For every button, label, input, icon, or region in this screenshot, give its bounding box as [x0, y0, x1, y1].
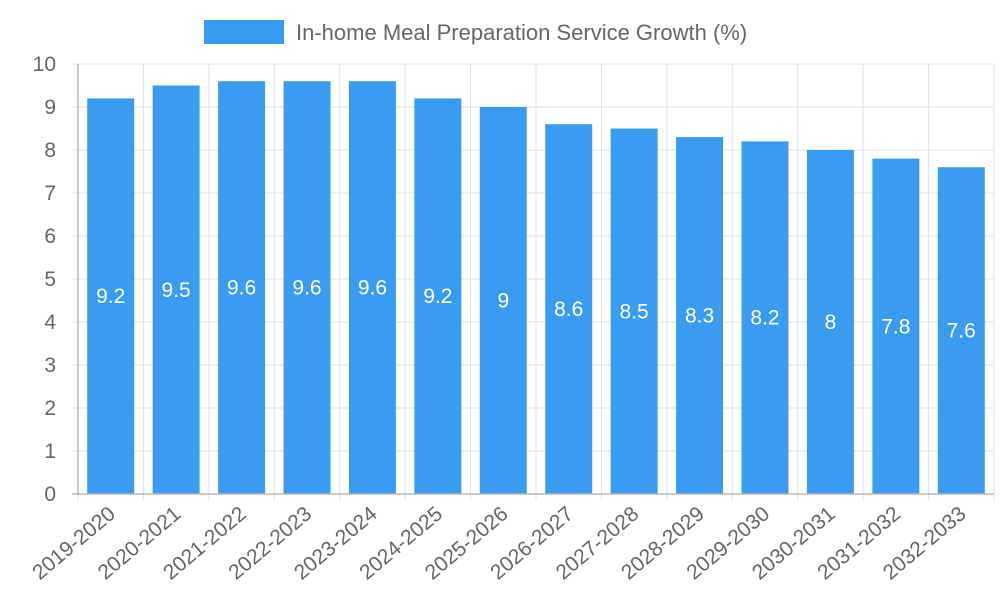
bar[interactable]: [676, 137, 724, 494]
bar-data-labels: 9.2 9.5 9.6 9.6 9.6 9.2 9 8.6 8.5 8.3 8.2 8 7.8 7.6: [96, 277, 976, 343]
bar-value-label: 8.2: [750, 307, 779, 330]
y-tick-label: 10: [33, 53, 56, 76]
bar[interactable]: [283, 81, 331, 494]
bar[interactable]: [806, 150, 854, 494]
y-tick-label: 7: [44, 182, 56, 205]
bar[interactable]: [218, 81, 266, 494]
bar-value-label: 8.6: [554, 298, 583, 321]
bar-value-label: 9.6: [358, 277, 387, 300]
bar[interactable]: [741, 141, 789, 494]
bars: [87, 81, 985, 495]
bar-value-label: 9: [497, 290, 509, 313]
y-tick-label: 6: [44, 225, 56, 248]
bar[interactable]: [545, 124, 593, 494]
legend[interactable]: In-home Meal Preparation Service Growth …: [204, 20, 747, 45]
y-tick-label: 3: [44, 354, 56, 377]
bar-value-label: 9.5: [162, 279, 191, 302]
bar-value-label: 9.6: [227, 277, 256, 300]
bar[interactable]: [152, 85, 200, 495]
y-tick-label: 2: [44, 397, 56, 420]
bar[interactable]: [479, 107, 527, 494]
bar-value-label: 9.2: [96, 285, 125, 308]
y-tick-label: 9: [44, 96, 56, 119]
y-tick-label: 8: [44, 139, 56, 162]
bar-value-label: 9.6: [292, 277, 321, 300]
bar[interactable]: [348, 81, 396, 494]
bar-value-label: 9.2: [423, 285, 452, 308]
bar[interactable]: [872, 158, 920, 494]
bar[interactable]: [414, 98, 462, 495]
y-tick-label: 1: [44, 440, 56, 463]
legend-swatch: [204, 20, 284, 44]
bar[interactable]: [937, 167, 985, 494]
grid-lines: [72, 63, 995, 500]
bar-value-label: 8: [825, 311, 837, 334]
y-tick-label: 5: [44, 268, 56, 291]
y-tick-label: 4: [44, 311, 56, 334]
x-axis-ticks: 2019-20202020-20212021-20222022-20232023…: [28, 502, 970, 584]
y-axis-ticks: 0 1 2 3 4 5 6 7 8 9 10: [33, 53, 57, 506]
legend-label: In-home Meal Preparation Service Growth …: [296, 20, 747, 45]
y-tick-label: 0: [44, 483, 56, 506]
axes: [72, 64, 994, 495]
bar-value-label: 7.8: [881, 315, 910, 338]
bar[interactable]: [87, 98, 135, 495]
bar-value-label: 8.3: [685, 305, 714, 328]
bar-value-label: 7.6: [947, 320, 976, 343]
bar-value-label: 8.5: [620, 300, 649, 323]
bar[interactable]: [610, 128, 658, 495]
